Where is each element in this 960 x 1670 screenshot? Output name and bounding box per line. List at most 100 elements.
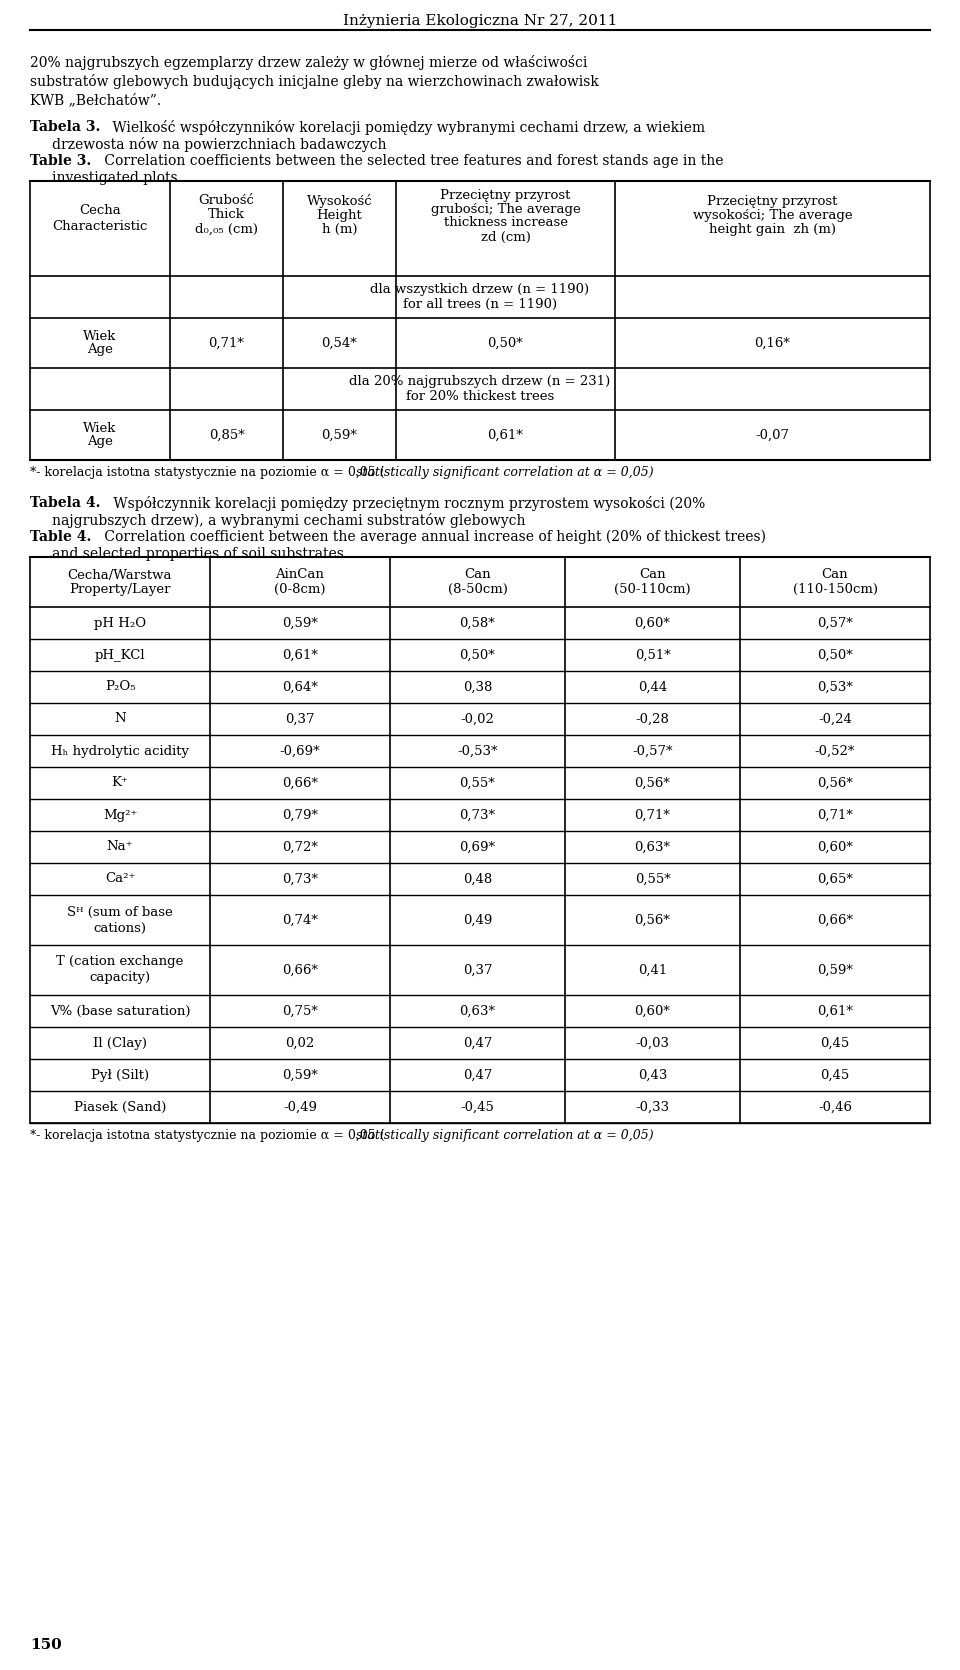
- Text: Przeciętny przyrost: Przeciętny przyrost: [441, 189, 570, 202]
- Text: KWB „Bełchatów”.: KWB „Bełchatów”.: [30, 94, 161, 107]
- Text: Pył (Silt): Pył (Silt): [91, 1069, 149, 1082]
- Text: Can: Can: [465, 568, 491, 581]
- Text: Can: Can: [822, 568, 849, 581]
- Text: Piasek (Sand): Piasek (Sand): [74, 1101, 166, 1114]
- Text: 0,48: 0,48: [463, 872, 492, 885]
- Text: 0,60*: 0,60*: [635, 616, 670, 630]
- Text: Correlation coefficients between the selected tree features and forest stands ag: Correlation coefficients between the sel…: [100, 154, 724, 169]
- Text: grubości; The average: grubości; The average: [431, 202, 581, 215]
- Text: 0,37: 0,37: [285, 713, 315, 725]
- Text: 0,71*: 0,71*: [817, 808, 852, 822]
- Text: 0,59*: 0,59*: [322, 429, 357, 441]
- Text: 0,85*: 0,85*: [208, 429, 245, 441]
- Text: N: N: [114, 713, 126, 725]
- Text: Wiek: Wiek: [84, 329, 117, 342]
- Text: (0-8cm): (0-8cm): [275, 583, 325, 596]
- Text: Cecha/Warstwa: Cecha/Warstwa: [68, 568, 172, 581]
- Text: Wiek: Wiek: [84, 421, 117, 434]
- Text: drzewosta nów na powierzchniach badawczych: drzewosta nów na powierzchniach badawczy…: [52, 137, 387, 152]
- Text: pH H₂O: pH H₂O: [94, 616, 146, 630]
- Text: Table 3.: Table 3.: [30, 154, 91, 169]
- Text: -0,07: -0,07: [756, 429, 789, 441]
- Text: thickness increase: thickness increase: [444, 217, 567, 229]
- Text: 0,59*: 0,59*: [282, 1069, 318, 1082]
- Text: and selected properties of soil substrates: and selected properties of soil substrat…: [52, 548, 344, 561]
- Text: 0,60*: 0,60*: [635, 1004, 670, 1017]
- Text: -0,02: -0,02: [461, 713, 494, 725]
- Text: Przeciętny przyrost: Przeciętny przyrost: [708, 194, 838, 207]
- Text: Sᴴ (sum of base: Sᴴ (sum of base: [67, 905, 173, 919]
- Text: Wielkość współczynników korelacji pomiędzy wybranymi cechami drzew, a wiekiem: Wielkość współczynników korelacji pomięd…: [108, 120, 706, 135]
- Text: 0,43: 0,43: [637, 1069, 667, 1082]
- Text: 0,59*: 0,59*: [817, 964, 852, 977]
- Text: 0,61*: 0,61*: [817, 1004, 852, 1017]
- Text: 0,47: 0,47: [463, 1037, 492, 1049]
- Text: 0,45: 0,45: [821, 1037, 850, 1049]
- Text: Cecha: Cecha: [79, 204, 121, 217]
- Text: -0,53*: -0,53*: [457, 745, 497, 758]
- Text: 0,61*: 0,61*: [488, 429, 523, 441]
- Text: 0,65*: 0,65*: [817, 872, 852, 885]
- Text: Ca²⁺: Ca²⁺: [105, 872, 135, 885]
- Text: *- korelacja istotna statystycznie na poziomie α = 0,05 (: *- korelacja istotna statystycznie na po…: [30, 466, 385, 479]
- Text: 0,63*: 0,63*: [460, 1004, 495, 1017]
- Text: -0,24: -0,24: [818, 713, 852, 725]
- Text: -0,45: -0,45: [461, 1101, 494, 1114]
- Text: Tabela 4.: Tabela 4.: [30, 496, 101, 509]
- Text: (8-50cm): (8-50cm): [447, 583, 508, 596]
- Text: 0,55*: 0,55*: [460, 777, 495, 790]
- Text: wysokości; The average: wysokości; The average: [693, 209, 852, 222]
- Text: statistically significant correlation at α = 0,05): statistically significant correlation at…: [356, 1129, 654, 1142]
- Text: V% (base saturation): V% (base saturation): [50, 1004, 190, 1017]
- Text: Age: Age: [87, 344, 113, 356]
- Text: 0,63*: 0,63*: [635, 840, 670, 853]
- Text: Na⁺: Na⁺: [107, 840, 133, 853]
- Text: height gain  zh (m): height gain zh (m): [709, 222, 836, 235]
- Text: Height: Height: [317, 209, 362, 222]
- Text: -0,69*: -0,69*: [279, 745, 321, 758]
- Text: 0,58*: 0,58*: [460, 616, 495, 630]
- Text: *- korelacja istotna statystycznie na poziomie α = 0,05 (: *- korelacja istotna statystycznie na po…: [30, 1129, 385, 1142]
- Text: Table 4.: Table 4.: [30, 529, 91, 544]
- Text: 0,50*: 0,50*: [460, 648, 495, 661]
- Text: -0,57*: -0,57*: [633, 745, 673, 758]
- Text: Inżynieria Ekologiczna Nr 27, 2011: Inżynieria Ekologiczna Nr 27, 2011: [343, 13, 617, 28]
- Text: 0,73*: 0,73*: [460, 808, 495, 822]
- Text: dla 20% najgrubszych drzew (n = 231): dla 20% najgrubszych drzew (n = 231): [349, 376, 611, 389]
- Text: 0,50*: 0,50*: [488, 336, 523, 349]
- Text: 0,61*: 0,61*: [282, 648, 318, 661]
- Text: 0,66*: 0,66*: [817, 913, 853, 927]
- Text: zd (cm): zd (cm): [481, 230, 531, 244]
- Text: -0,49: -0,49: [283, 1101, 317, 1114]
- Text: d₀,₀₅ (cm): d₀,₀₅ (cm): [195, 222, 258, 235]
- Text: 0,66*: 0,66*: [282, 964, 318, 977]
- Text: Hₕ hydrolytic acidity: Hₕ hydrolytic acidity: [51, 745, 189, 758]
- Text: 0,59*: 0,59*: [282, 616, 318, 630]
- Text: 0,72*: 0,72*: [282, 840, 318, 853]
- Text: 0,56*: 0,56*: [635, 777, 670, 790]
- Text: pH_KCl: pH_KCl: [95, 648, 145, 661]
- Text: substratów glebowych budujących inicjalne gleby na wierzchowinach zwałowisk: substratów glebowych budujących inicjaln…: [30, 73, 599, 89]
- Text: 0,71*: 0,71*: [635, 808, 670, 822]
- Text: capacity): capacity): [89, 972, 151, 985]
- Text: 0,75*: 0,75*: [282, 1004, 318, 1017]
- Text: Can: Can: [639, 568, 666, 581]
- Text: for 20% thickest trees: for 20% thickest trees: [406, 389, 554, 402]
- Text: 0,57*: 0,57*: [817, 616, 852, 630]
- Text: T (cation exchange: T (cation exchange: [57, 955, 183, 969]
- Text: Mg²⁺: Mg²⁺: [103, 808, 137, 822]
- Text: Współczynnik korelacji pomiędzy przeciętnym rocznym przyrostem wysokości (20%: Współczynnik korelacji pomiędzy przecięt…: [109, 496, 706, 511]
- Text: 20% najgrubszych egzemplarzy drzew zależy w głównej mierze od właściwości: 20% najgrubszych egzemplarzy drzew zależ…: [30, 55, 588, 70]
- Text: 150: 150: [30, 1638, 61, 1652]
- Text: 0,44: 0,44: [637, 680, 667, 693]
- Text: statistically significant correlation at α = 0,05): statistically significant correlation at…: [356, 466, 654, 479]
- Text: -0,33: -0,33: [636, 1101, 669, 1114]
- Text: 0,16*: 0,16*: [755, 336, 790, 349]
- Text: 0,54*: 0,54*: [322, 336, 357, 349]
- Text: 0,66*: 0,66*: [282, 777, 318, 790]
- Text: Wysokość: Wysokość: [306, 194, 372, 209]
- Text: 0,64*: 0,64*: [282, 680, 318, 693]
- Text: 0,56*: 0,56*: [635, 913, 670, 927]
- Text: najgrubszych drzew), a wybranymi cechami substratów glebowych: najgrubszych drzew), a wybranymi cechami…: [52, 513, 525, 528]
- Text: P₂O₅: P₂O₅: [105, 680, 135, 693]
